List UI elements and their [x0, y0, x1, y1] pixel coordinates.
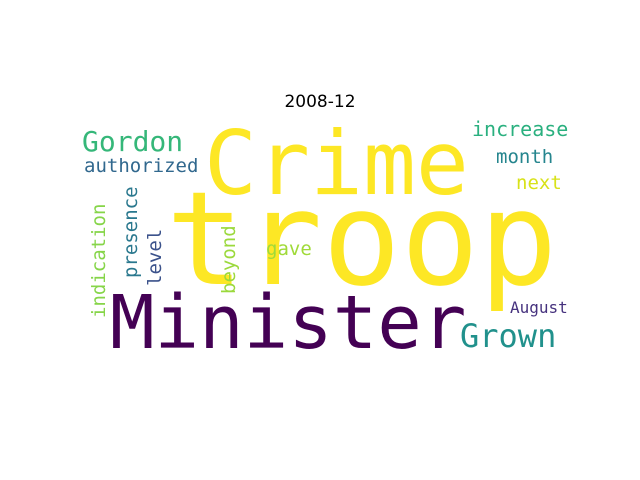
word-troop: troop — [166, 163, 558, 315]
word-level: level — [144, 228, 166, 286]
word-gave: gave — [266, 238, 312, 260]
word-minister: Minister — [110, 280, 467, 364]
word-authorized: authorized — [84, 155, 199, 177]
word-grown: Grown — [460, 317, 557, 355]
word-presence: presence — [120, 186, 142, 278]
word-next: next — [516, 172, 562, 194]
word-gordon: Gordon — [82, 125, 184, 158]
word-month: month — [496, 146, 554, 168]
word-increase: increase — [472, 117, 569, 141]
word-cloud: troop Crime Minister Gordon Grown increa… — [80, 116, 576, 364]
word-cloud-title: 2008-12 — [284, 92, 356, 112]
word-indication: indication — [88, 203, 110, 318]
word-august: August — [510, 298, 568, 317]
word-beyond: beyond — [218, 225, 240, 294]
word-crime: Crime — [204, 116, 469, 215]
